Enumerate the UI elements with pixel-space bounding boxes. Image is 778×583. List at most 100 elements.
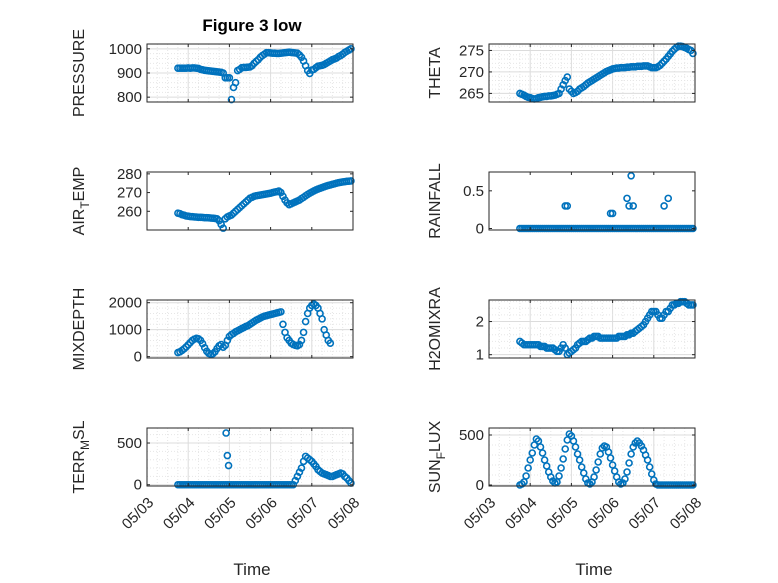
x-tick-label: 05/03 xyxy=(461,494,500,533)
data-point xyxy=(592,466,600,474)
data-point xyxy=(219,224,228,232)
data-point xyxy=(660,202,668,210)
axes-frame xyxy=(146,299,354,359)
x-axis-label-right: Time xyxy=(575,560,612,579)
subplot-6: 1 2 H2OMIXRA xyxy=(427,287,697,371)
data-point xyxy=(347,45,355,53)
y-tick-label: 900 xyxy=(117,65,142,82)
figure-title: Figure 3 low xyxy=(202,16,302,35)
x-tick-label: 05/06 xyxy=(242,494,281,533)
axes-frame xyxy=(488,43,696,103)
data-point xyxy=(571,443,580,451)
axes-frame xyxy=(146,171,354,231)
data-point xyxy=(689,301,697,309)
x-tick-label: 05/08 xyxy=(667,494,706,533)
data-point xyxy=(279,192,287,201)
y-axis-label-subscript: T xyxy=(78,201,92,209)
data-point xyxy=(606,454,615,462)
data-point xyxy=(301,317,310,326)
y-tick-label: 0 xyxy=(134,349,142,366)
data-point xyxy=(224,461,233,470)
x-tick-label: 05/07 xyxy=(283,494,322,533)
x-tick-label: 05/03 xyxy=(119,494,158,533)
y-axis-label-part: SL xyxy=(71,420,88,440)
y-axis-label-part: SUN xyxy=(427,459,444,493)
subplot-7: 0 500 05/03 05/04 05/05 05/06 05/07 05/08 TERRMS… xyxy=(71,420,363,532)
x-tick-label: 05/06 xyxy=(584,494,623,533)
x-tick-label: 05/08 xyxy=(325,494,364,533)
y-axis-label-part: EMP xyxy=(71,167,88,202)
y-tick-label: 0 xyxy=(134,477,142,494)
data-point xyxy=(689,224,697,233)
y-axis-label-subscript: M xyxy=(78,440,92,450)
data-point xyxy=(559,455,567,463)
y-axis-label-part: AIR xyxy=(71,209,88,236)
data-point xyxy=(223,451,232,460)
y-tick-label: 500 xyxy=(117,435,142,452)
data-point xyxy=(625,202,633,210)
data-point xyxy=(629,202,638,210)
y-axis-label-part: TERR xyxy=(71,450,88,494)
x-tick-label: 05/05 xyxy=(201,494,240,533)
y-tick-label: 2000 xyxy=(109,295,142,312)
data-point xyxy=(561,344,570,352)
axes-frame xyxy=(488,171,696,231)
data-point xyxy=(627,171,635,180)
data-point xyxy=(528,449,537,457)
data-point xyxy=(689,481,697,489)
data-point xyxy=(664,194,673,203)
axes-frame xyxy=(488,299,696,359)
data-point xyxy=(538,449,547,457)
data-point xyxy=(594,458,602,466)
y-tick-label: 1 xyxy=(476,347,484,364)
y-tick-label: 1000 xyxy=(109,322,142,339)
data-point xyxy=(227,95,236,104)
data-point xyxy=(231,78,240,87)
data-point xyxy=(621,475,629,483)
y-tick-label: 280 xyxy=(117,166,142,183)
data-point xyxy=(524,464,532,472)
data-point xyxy=(590,473,598,481)
data-point xyxy=(563,202,572,210)
data-point xyxy=(297,464,306,472)
y-axis-label-part: LUX xyxy=(427,421,444,452)
y-tick-label: 1000 xyxy=(109,41,142,58)
y-axis-label: MIXDEPTH xyxy=(71,288,88,371)
x-tick-label: 05/04 xyxy=(160,494,199,533)
y-tick-label: 500 xyxy=(459,427,484,444)
y-tick-label: 0.5 xyxy=(463,183,484,200)
data-point xyxy=(217,220,225,229)
data-point xyxy=(625,459,633,467)
y-axis-label: SUNFLUX xyxy=(427,421,448,494)
data-point xyxy=(297,336,306,345)
data-point xyxy=(279,320,287,329)
subplot-4: 0 0.5 RAINFALL xyxy=(427,163,697,239)
y-tick-label: 275 xyxy=(459,42,484,59)
plot-area xyxy=(489,428,695,486)
y-axis-label: RAINFALL xyxy=(427,163,444,239)
y-tick-label: 270 xyxy=(459,64,484,81)
subplot-1: 800 900 1000 PRESSURE xyxy=(71,29,355,117)
y-tick-label: 800 xyxy=(117,89,142,106)
data-point xyxy=(555,472,563,480)
y-tick-label: 265 xyxy=(459,85,484,102)
data-point xyxy=(347,177,355,185)
data-point xyxy=(277,188,285,197)
y-tick-label: 0 xyxy=(476,220,484,237)
data-point xyxy=(225,74,234,82)
y-tick-label: 260 xyxy=(117,203,142,220)
y-axis-label-subscript: F xyxy=(434,452,448,459)
y-axis-label: H2OMIXRA xyxy=(427,287,444,371)
data-point xyxy=(522,472,530,480)
subplot-8: 0 500 05/03 05/04 05/05 05/06 05/07 05/08 SUNFLU… xyxy=(427,421,705,533)
x-axis-label-left: Time xyxy=(233,560,270,579)
data-point xyxy=(575,456,584,464)
data-point xyxy=(557,464,565,472)
x-tick-label: 05/04 xyxy=(502,494,541,533)
data-point xyxy=(608,209,617,218)
plot-area xyxy=(147,428,353,486)
x-tick-label: 05/05 xyxy=(543,494,582,533)
